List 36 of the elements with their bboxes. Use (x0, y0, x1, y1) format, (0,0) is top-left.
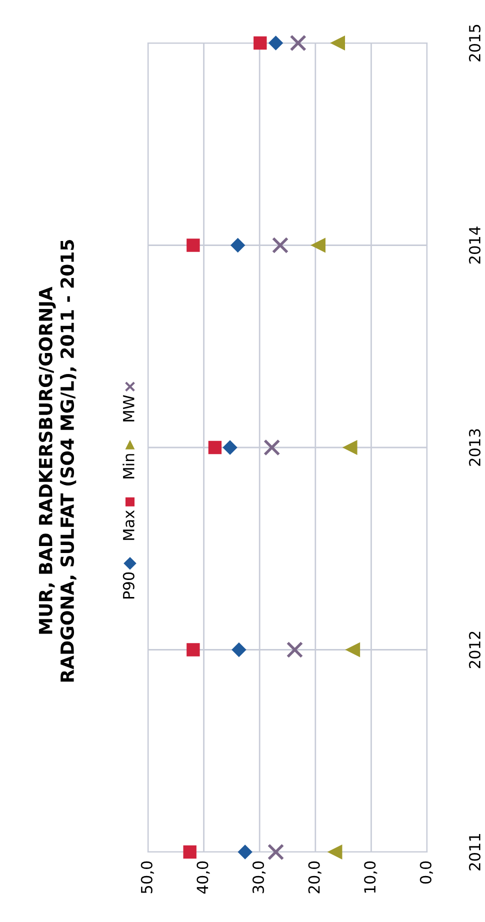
x-tick-label: 50,0 (140, 861, 154, 894)
point (345, 642, 360, 658)
y-tick-label: 2012 (468, 632, 480, 668)
legend-label: MW (123, 395, 134, 422)
point (264, 439, 280, 456)
legend-label: Max (123, 510, 134, 540)
point (342, 440, 358, 455)
point (286, 641, 304, 658)
x-tick-label: 40,0 (196, 861, 210, 894)
point (310, 238, 326, 253)
y-tick-label: 2013 (468, 429, 480, 466)
point (232, 642, 246, 657)
point (267, 844, 284, 860)
x-tick-label: 0,0 (420, 861, 433, 884)
point (230, 238, 246, 252)
y-tick-label: 2014 (468, 226, 480, 264)
point (186, 238, 200, 252)
point (183, 845, 196, 859)
point (328, 844, 342, 860)
x-tick-label: 30,0 (252, 861, 266, 894)
text: MUR, BAD RADKERSBURG/GORNJA RADGONA, SULFAT (SO4 MG/L), 2011 - 2015 (38, 240, 76, 682)
y-tick-label: 2015 (468, 24, 480, 62)
point (222, 440, 238, 455)
x-tick-label: 20,0 (308, 861, 322, 894)
point (272, 236, 289, 254)
x-tick-label: 10,0 (364, 861, 378, 893)
point (208, 440, 222, 454)
y-tick-label: 2011 (468, 834, 480, 870)
point (238, 844, 252, 860)
point (290, 34, 306, 52)
point (330, 36, 346, 50)
point (268, 36, 284, 50)
legend-label: P90 (122, 572, 134, 598)
legend-label: Min (122, 454, 134, 478)
point (254, 36, 267, 50)
point (186, 643, 200, 656)
